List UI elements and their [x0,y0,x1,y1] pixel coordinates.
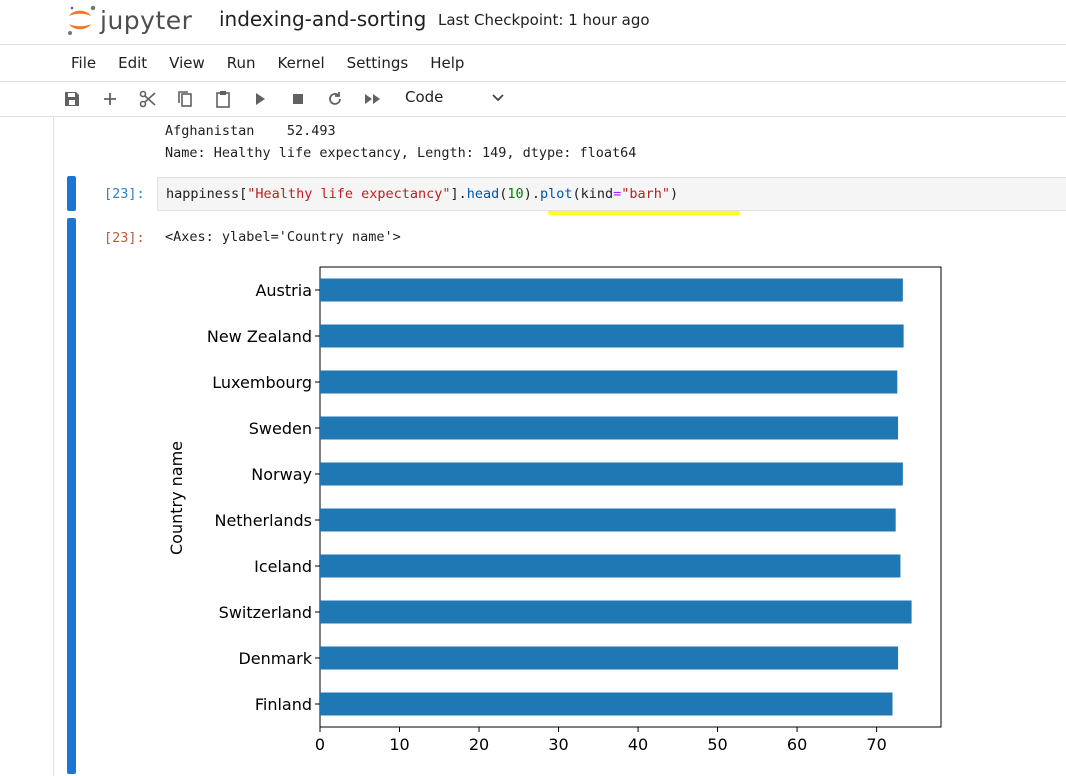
cell-type-select[interactable]: Code [405,88,505,110]
input-collapser[interactable] [67,176,76,211]
stop-button[interactable] [286,87,310,111]
bar-netherlands [320,508,896,532]
save-icon [65,92,79,106]
restart-button[interactable] [323,87,347,111]
x-tick-label: 60 [787,735,807,754]
fast-forward-icon [365,94,380,104]
menu-settings[interactable]: Settings [346,54,409,72]
bar-finland [320,692,893,716]
y-tick-label: New Zealand [207,327,312,346]
y-axis-label: Country name [167,441,186,555]
bar-chart: Finland Denmark Switzerland Iceland Netherla… [167,266,942,754]
restart-icon [329,92,341,105]
y-tick-label: Sweden [249,419,312,438]
code-token: ) [670,186,679,202]
menu-help[interactable]: Help [430,54,465,72]
plot-frame [319,266,942,728]
code-token: 10 [507,186,524,202]
code-token: "barh" [621,186,671,202]
y-tick-label: Norway [251,465,312,484]
bar-luxembourg [320,370,898,394]
paste-button[interactable] [211,87,235,111]
add-cell-button[interactable] [98,87,122,111]
menu-run[interactable]: Run [226,54,256,72]
bar-iceland [320,554,901,578]
jupyter-logo[interactable]: jupyter [64,2,192,38]
logo-wordmark: jupyter [100,5,193,35]
x-tick-label: 40 [628,735,648,754]
code-editor[interactable]: happiness["Healthy life expectancy"].hea… [157,177,1066,211]
bar-austria [320,278,903,302]
cut-icon [139,90,156,108]
bar-switzerland [320,600,912,624]
output-text: <Axes: ylabel='Country name'> [165,229,401,245]
code-line: happiness["Healthy life expectancy"].hea… [166,186,678,202]
menu-kernel[interactable]: Kernel [277,54,325,72]
code-token: = [613,186,622,202]
copy-button[interactable] [173,87,197,111]
x-tick-label: 30 [548,735,568,754]
notebook-title[interactable]: indexing-and-sorting [219,7,427,31]
code-token: plot [539,186,573,202]
menu-file[interactable]: File [71,54,97,72]
run-icon [256,93,265,105]
y-tick-label: Netherlands [214,511,312,530]
x-tick-label: 10 [389,735,409,754]
save-button[interactable] [60,87,84,111]
output-collapser[interactable] [67,218,76,774]
bar-norway [320,462,903,486]
bar-denmark [320,646,899,670]
jupyter-logo-icon [68,5,96,35]
cell-type-value: Code [405,88,444,106]
y-tick-label: Iceland [254,557,312,576]
code-token: [ [239,186,248,202]
y-tick-label: Austria [255,281,312,300]
code-token: head [466,186,500,202]
menu-edit[interactable]: Edit [118,54,148,72]
x-tick-label: 50 [707,735,727,754]
chevron-down-icon [492,94,504,102]
cut-button[interactable] [136,87,160,111]
top-header: jupyter indexing-and-sorting Last Checkp… [0,0,1066,45]
code-token: ]. [450,186,467,202]
code-token: (kind [572,186,614,202]
x-tick-label: 70 [866,735,886,754]
code-token: ( [499,186,508,202]
code-token: ). [523,186,540,202]
add-cell-icon [104,93,116,105]
paste-icon [216,91,230,108]
notebook-panel[interactable]: Afghanistan 52.493 Name: Healthy life ex… [0,117,1066,776]
y-tick-label: Finland [255,695,312,714]
y-tick-label: Switzerland [219,603,312,622]
code-token: "Healthy life expectancy" [247,186,451,202]
bar-new-zealand [320,324,904,348]
x-tick-label: 0 [315,735,325,754]
bar-sweden [320,416,899,440]
checkpoint-status: Last Checkpoint: 1 hour ago [438,11,650,29]
notebook-toolbar: Code [0,82,1066,117]
menu-view[interactable]: View [169,54,205,72]
copy-icon [178,91,192,107]
y-tick-label: Luxembourg [212,373,312,392]
gutter-divider [53,117,54,776]
menu-bar: File Edit View Run Kernel Settings Help [0,45,1066,82]
stop-icon [293,94,303,104]
run-button[interactable] [248,87,272,111]
y-tick-label: Denmark [238,649,312,668]
prev-output-line: Afghanistan 52.493 [165,123,336,139]
input-prompt: [23]: [104,186,145,202]
restart-run-all-button[interactable] [361,87,385,111]
output-prompt: [23]: [104,230,145,246]
prev-output-line: Name: Healthy life expectancy, Length: 1… [165,145,637,161]
code-token: happiness [166,186,240,202]
x-tick-label: 20 [469,735,489,754]
